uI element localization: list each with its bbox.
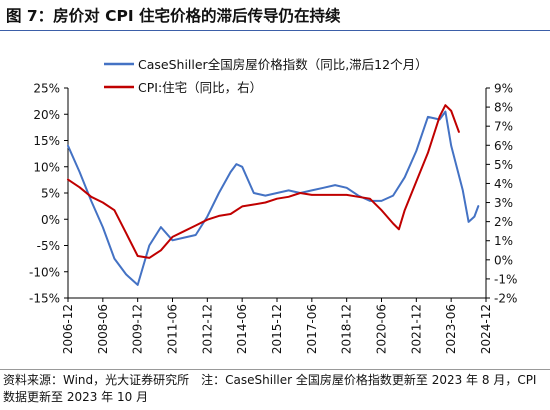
y-right-tick-label: 6% bbox=[494, 139, 513, 153]
x-tick-label: 2009-12 bbox=[131, 304, 145, 354]
y-left-tick-label: 20% bbox=[33, 108, 60, 122]
y-right-tick-label: 9% bbox=[494, 82, 513, 96]
x-tick-label: 2011-06 bbox=[166, 304, 180, 354]
x-tick-label: 2006-12 bbox=[61, 304, 75, 354]
watermark: @ 高瑞东宏观笔记 bbox=[432, 386, 524, 399]
y-right-tick-label: -1% bbox=[494, 272, 517, 286]
chart: -15% -10% -5% 0% 5% 10% 15% 20% 25% -2% -1% 0% 1% 2% 3… bbox=[29, 57, 517, 354]
title-rule bbox=[0, 30, 550, 31]
y-left-tick-label: 10% bbox=[33, 160, 60, 174]
y-right-tick-label: 2% bbox=[494, 215, 513, 229]
x-tick-label: 2008-06 bbox=[96, 304, 110, 354]
y-right-tick-label: 1% bbox=[494, 234, 513, 248]
y-right-tick-label: 0% bbox=[494, 253, 513, 267]
legend-label: CaseShiller全国房屋价格指数（同比,滞后12个月） bbox=[138, 57, 428, 72]
y-left-tick-label: -10% bbox=[29, 265, 60, 279]
y-left-tick-label: 5% bbox=[41, 187, 60, 201]
y-left-tick-label: 25% bbox=[33, 82, 60, 96]
x-tick-label: 2017-06 bbox=[305, 304, 319, 354]
legend-label: CPI:住宅（同比，右） bbox=[138, 80, 262, 95]
y-right-tick-label: 3% bbox=[494, 196, 513, 210]
y-right-tick-label: -2% bbox=[494, 292, 517, 306]
x-tick-label: 2014-06 bbox=[235, 304, 249, 354]
series-line-caseshiller bbox=[67, 110, 480, 286]
footer-rule bbox=[0, 369, 550, 370]
x-tick-label: 2020-06 bbox=[375, 304, 389, 354]
x-tick-label: 2015-12 bbox=[270, 304, 284, 354]
y-right-tick-label: 7% bbox=[494, 120, 513, 134]
x-tick-label: 2012-12 bbox=[200, 304, 214, 354]
x-tick-label: 2021-12 bbox=[409, 304, 423, 354]
y-left-tick-label: 0% bbox=[41, 213, 60, 227]
y-left-tick-label: -5% bbox=[37, 239, 60, 253]
y-right-tick-label: 8% bbox=[494, 101, 513, 115]
x-tick-label: 2018-12 bbox=[340, 304, 354, 354]
x-tick-label: 2023-06 bbox=[444, 304, 458, 354]
y-left-tick-label: 15% bbox=[33, 134, 60, 148]
y-left-tick-label: -15% bbox=[29, 292, 60, 306]
series-line-cpi-housing bbox=[67, 104, 460, 259]
y-right-tick-label: 4% bbox=[494, 177, 513, 191]
chart-title: 图 7：房价对 CPI 住宅价格的滞后传导仍在持续 bbox=[6, 7, 341, 25]
y-right-tick-label: 5% bbox=[494, 158, 513, 172]
x-tick-label: 2024-12 bbox=[479, 304, 493, 354]
source-note: 资料来源：Wind，光大证券研究所 注：CaseShiller 全国房屋价格指数… bbox=[3, 373, 537, 404]
